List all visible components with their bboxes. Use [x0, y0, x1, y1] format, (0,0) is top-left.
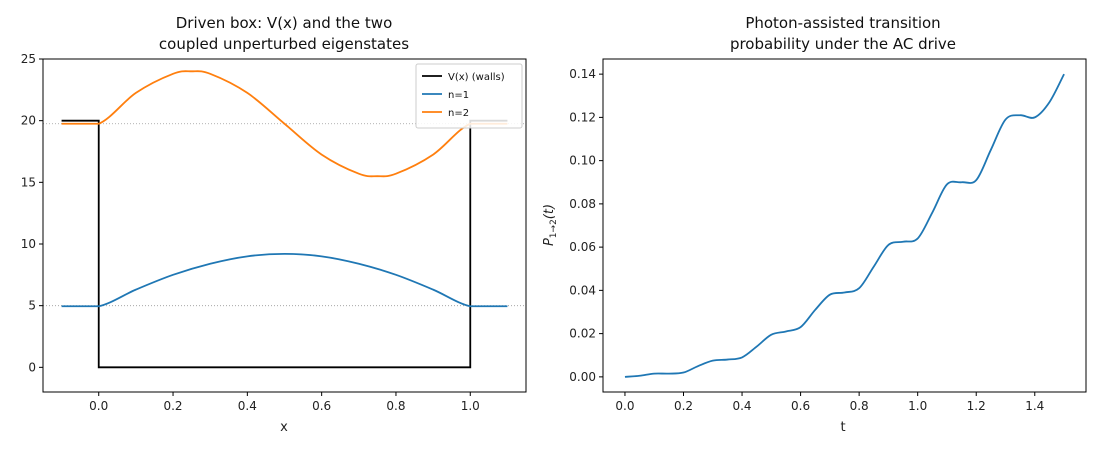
legend-entry-label: V(x) (walls) — [448, 72, 505, 83]
right-chart-y-tick-label: 0.04 — [569, 283, 596, 297]
right-chart-y-tick-label: 0.12 — [569, 110, 596, 124]
left-chart-y-tick-label: 0 — [28, 360, 36, 374]
left-chart: Driven box: V(x) and the two coupled unp… — [21, 14, 527, 435]
right-chart-y-tick-label: 0.00 — [569, 370, 596, 384]
right-chart-x-tick-label: 1.2 — [967, 399, 986, 413]
left-chart-y-tick-label: 10 — [21, 237, 36, 251]
right-chart-title-line1: Photon-assisted transition — [745, 14, 940, 32]
left-chart-title-line2: coupled unperturbed eigenstates — [159, 35, 409, 53]
right-chart-y-axis-label-subscript: 1→2 — [549, 219, 559, 238]
right-chart-x-tick-label: 0.6 — [791, 399, 810, 413]
right-chart-x-tick-label: 0.0 — [615, 399, 634, 413]
right-chart-y-tick-label: 0.06 — [569, 240, 596, 254]
right-chart-title-line2: probability under the AC drive — [730, 35, 956, 53]
left-chart-y-tick-label: 25 — [21, 52, 36, 66]
left-chart-y-ticks: 0 5 10 15 20 25 — [21, 52, 43, 374]
legend-entry-label: n=1 — [448, 90, 469, 101]
right-chart-y-tick-label: 0.14 — [569, 67, 596, 81]
left-chart-x-tick-label: 1.0 — [461, 399, 480, 413]
right-chart: Photon-assisted transition probability u… — [542, 14, 1087, 435]
left-chart-y-tick-label: 15 — [21, 175, 36, 189]
left-chart-series-n-1 — [61, 252, 508, 308]
left-chart-x-tick-label: 0.0 — [89, 399, 108, 413]
left-chart-x-ticks: 0.0 0.2 0.4 0.6 0.8 1.0 — [89, 392, 480, 413]
right-chart-y-axis-label-symbol: P — [542, 238, 557, 246]
left-chart-x-tick-label: 0.6 — [312, 399, 331, 413]
left-chart-x-tick-label: 0.2 — [163, 399, 182, 413]
legend-entry-label: n=2 — [448, 108, 469, 119]
right-chart-y-ticks: 0.00 0.02 0.04 0.06 0.08 0.10 0.12 0.14 — [569, 67, 603, 384]
left-chart-x-tick-label: 0.4 — [238, 399, 257, 413]
right-chart-x-axis-label: t — [840, 420, 845, 435]
right-chart-x-tick-label: 0.4 — [732, 399, 751, 413]
right-chart-x-tick-label: 1.0 — [908, 399, 927, 413]
right-chart-plot-frame — [602, 58, 1087, 393]
right-chart-y-axis-label-argument: (t) — [542, 204, 557, 219]
left-chart-legend: V(x) (walls) n=1 n=2 — [415, 63, 523, 129]
left-chart-title-line1: Driven box: V(x) and the two — [176, 14, 393, 32]
right-chart-y-tick-label: 0.08 — [569, 197, 596, 211]
left-chart-x-axis-label: x — [280, 420, 288, 435]
right-chart-x-ticks: 0.0 0.2 0.4 0.6 0.8 1.0 1.2 1.4 — [615, 392, 1044, 413]
right-chart-series-probability — [624, 73, 1065, 378]
legend-box — [415, 63, 523, 129]
right-chart-y-axis-label: P1→2(t) — [542, 204, 559, 246]
right-chart-y-tick-label: 0.10 — [569, 154, 596, 168]
right-chart-x-tick-label: 0.8 — [850, 399, 869, 413]
right-chart-y-tick-label: 0.02 — [569, 327, 596, 341]
left-chart-plot-frame — [42, 58, 527, 393]
left-chart-y-tick-label: 5 — [28, 299, 36, 313]
right-chart-x-tick-label: 1.4 — [1025, 399, 1044, 413]
right-chart-x-tick-label: 0.2 — [674, 399, 693, 413]
left-chart-y-tick-label: 20 — [21, 114, 36, 128]
left-chart-x-tick-label: 0.8 — [386, 399, 405, 413]
right-chart-series-group — [624, 73, 1065, 378]
left-chart-series-n-2 — [61, 70, 508, 178]
